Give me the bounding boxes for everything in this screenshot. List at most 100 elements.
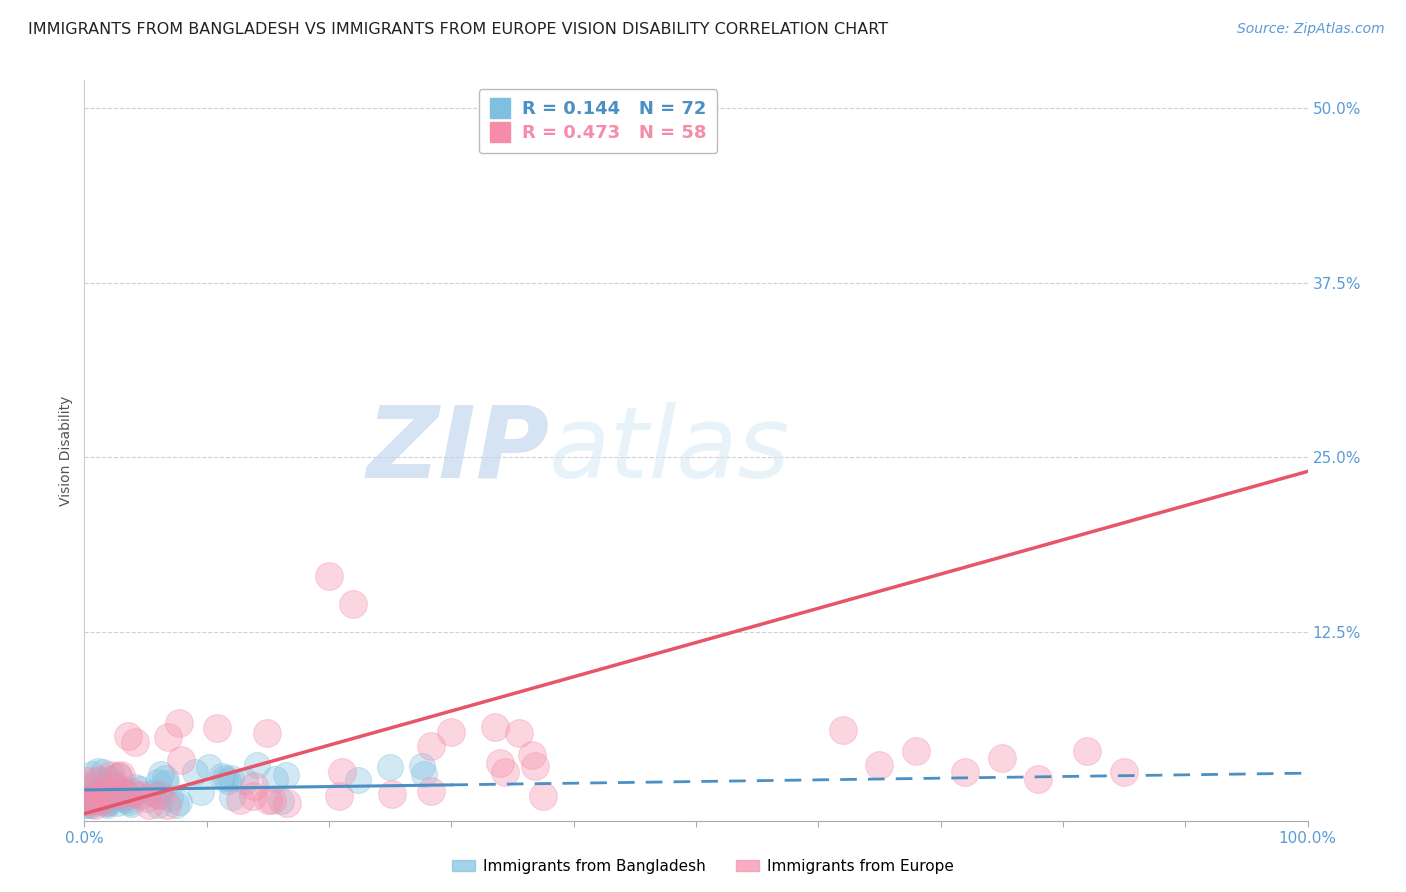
Legend: R = 0.144   N = 72, R = 0.473   N = 58: R = 0.144 N = 72, R = 0.473 N = 58 [479, 89, 717, 153]
Point [165, 798, 187, 813]
Point [87, 774, 110, 789]
Point [91, 790, 114, 805]
Point [87, 786, 110, 800]
Point [120, 797, 142, 811]
Point [149, 767, 172, 781]
Point [484, 720, 506, 734]
Point [170, 753, 193, 767]
Point [411, 759, 433, 773]
Point [156, 798, 179, 813]
Point [114, 787, 136, 801]
Point [221, 789, 243, 804]
Point [508, 726, 530, 740]
Point [211, 769, 233, 783]
Point [420, 784, 443, 798]
Point [242, 789, 264, 804]
Point [219, 771, 242, 785]
Point [108, 769, 131, 783]
Legend: Immigrants from Bangladesh, Immigrants from Europe: Immigrants from Bangladesh, Immigrants f… [446, 853, 960, 880]
Point [276, 768, 298, 782]
Point [328, 789, 350, 803]
Point [159, 791, 181, 805]
Point [256, 726, 278, 740]
Point [146, 775, 169, 789]
Point [91, 782, 114, 797]
Point [489, 756, 512, 770]
Point [86, 788, 108, 802]
Point [91, 765, 114, 780]
Point [991, 751, 1014, 765]
Point [80, 798, 103, 813]
Point [412, 767, 434, 781]
Point [129, 789, 152, 803]
Point [83, 792, 105, 806]
Point [1028, 772, 1050, 786]
Point [77, 795, 100, 809]
Point [129, 781, 152, 796]
Point [135, 791, 157, 805]
Point [270, 795, 292, 809]
Point [79, 798, 101, 813]
Point [115, 793, 138, 807]
Point [94, 787, 117, 801]
Point [91, 790, 114, 805]
Point [198, 760, 221, 774]
Point [79, 794, 101, 808]
Point [96, 798, 118, 813]
Point [82, 788, 104, 802]
Point [83, 786, 105, 800]
Point [100, 768, 122, 782]
Point [105, 780, 128, 794]
Point [142, 786, 165, 800]
Point [167, 795, 190, 809]
Point [94, 796, 117, 810]
Point [112, 784, 135, 798]
Point [217, 773, 239, 788]
Point [83, 791, 105, 805]
Point [96, 785, 118, 799]
Text: atlas: atlas [550, 402, 790, 499]
Point [97, 796, 120, 810]
Point [86, 764, 108, 778]
Point [342, 597, 364, 611]
Point [953, 764, 976, 779]
Point [80, 767, 103, 781]
Point [75, 790, 97, 805]
Point [124, 780, 146, 795]
Point [94, 792, 117, 806]
Point [183, 764, 205, 779]
Point [257, 793, 280, 807]
Point [440, 724, 463, 739]
Point [1114, 764, 1136, 779]
Point [380, 759, 402, 773]
Point [233, 773, 256, 788]
Point [107, 789, 129, 804]
Point [169, 715, 191, 730]
Point [76, 782, 98, 797]
Point [117, 729, 139, 743]
Point [115, 789, 138, 803]
Point [76, 795, 98, 809]
Point [90, 785, 112, 799]
Point [153, 771, 176, 785]
Point [262, 792, 284, 806]
Point [146, 788, 169, 802]
Point [110, 787, 132, 801]
Point [98, 772, 121, 786]
Point [110, 768, 132, 782]
Point [87, 793, 110, 807]
Point [84, 794, 107, 808]
Point [330, 764, 353, 779]
Text: ZIP: ZIP [366, 402, 550, 499]
Point [83, 791, 105, 805]
Point [347, 773, 370, 788]
Point [190, 785, 212, 799]
Point [83, 798, 105, 813]
Point [77, 780, 100, 794]
Point [276, 797, 298, 811]
Point [155, 776, 177, 790]
Point [318, 569, 340, 583]
Point [105, 797, 128, 811]
Point [419, 739, 441, 753]
Point [101, 776, 124, 790]
